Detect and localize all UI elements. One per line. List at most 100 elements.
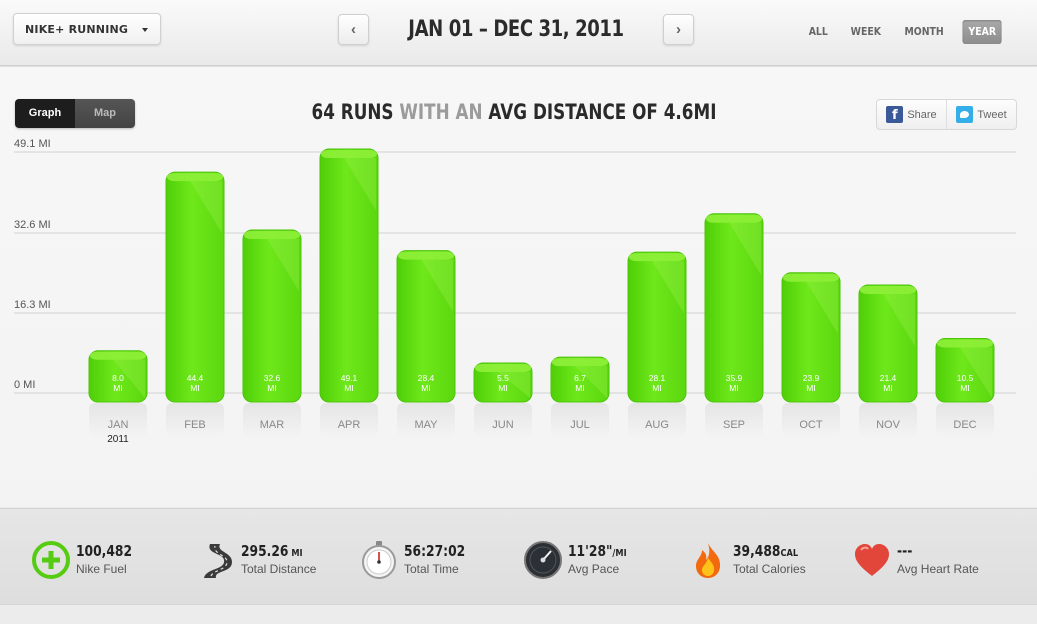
bar-value-label: 21.4 <box>880 373 897 383</box>
bar-aug[interactable] <box>627 251 687 403</box>
flame-icon <box>696 543 721 578</box>
stat-value: 100,482 <box>76 542 133 560</box>
facebook-share-button[interactable]: f Share <box>877 100 946 129</box>
bar-value-label: 35.9 <box>726 373 743 383</box>
stat-label: Total Calories <box>733 562 806 576</box>
bar-unit-label: MI <box>883 383 892 393</box>
bar-cap <box>244 230 300 239</box>
bar-unit-label: MI <box>190 383 199 393</box>
stat-label: Avg Heart Rate <box>897 562 979 576</box>
speedometer-icon <box>524 541 562 579</box>
summary-run-count: 64 RUNS <box>311 100 394 124</box>
facebook-share-label: Share <box>907 108 937 121</box>
stat-label: Avg Pace <box>568 562 620 576</box>
bar-reflection <box>859 403 917 437</box>
bar-value-label: 32.6 <box>264 373 281 383</box>
bar-cap <box>475 364 531 373</box>
bar-unit-label: MI <box>421 383 430 393</box>
bar-jan[interactable] <box>88 350 148 403</box>
bar-cap <box>398 251 454 260</box>
bar-value-label: 5.5 <box>497 373 509 383</box>
bar-reflection <box>628 403 686 437</box>
stat-value: 295.26 MI <box>241 542 303 560</box>
bar-nov[interactable] <box>858 284 918 403</box>
tab-year[interactable]: YEAR <box>962 20 1002 44</box>
chevron-left-icon: ‹ <box>351 21 356 38</box>
stat-label: Total Time <box>404 562 459 576</box>
bar-cap <box>90 351 146 360</box>
x-tick-label: JUL <box>570 419 590 431</box>
y-tick-label: 49.1 MI <box>14 138 51 150</box>
tab-all[interactable]: ALL <box>808 25 828 38</box>
stat-label: Nike Fuel <box>76 562 127 576</box>
graph-view-button[interactable]: Graph <box>15 99 75 128</box>
summary-avg-distance: AVG DISTANCE OF 4.6MI <box>488 100 717 124</box>
bar-unit-label: MI <box>498 383 507 393</box>
x-tick-label: MAR <box>260 419 285 431</box>
bar-apr[interactable] <box>319 148 379 403</box>
twitter-tweet-label: Tweet <box>977 108 1007 121</box>
bar-sep[interactable] <box>704 213 764 403</box>
y-tick-label: 0 MI <box>14 379 35 391</box>
nike-fuel-plus-icon <box>32 541 70 579</box>
next-period-button[interactable]: › <box>663 14 694 45</box>
caret-down-icon <box>142 28 148 32</box>
bar-unit-label: MI <box>344 383 353 393</box>
share-buttons: f Share Tweet <box>876 99 1017 130</box>
twitter-tweet-button[interactable]: Tweet <box>946 100 1016 129</box>
bar-value-label: 8.0 <box>112 373 124 383</box>
period-tabs: ALL WEEK MONTH YEAR <box>800 20 1005 44</box>
bar-reflection <box>397 403 455 437</box>
bar-gloss <box>652 261 684 314</box>
main-panel: Graph Map 64 RUNS WITH AN AVG DISTANCE O… <box>0 67 1037 507</box>
bar-cap <box>167 173 223 182</box>
bar-oct[interactable] <box>781 272 841 403</box>
bar-cap <box>321 150 377 158</box>
app-selector-dropdown[interactable]: NIKE+ RUNNING <box>13 13 161 45</box>
bar-gloss <box>883 293 915 347</box>
bar-value-label: 6.7 <box>574 373 586 383</box>
bar-jun[interactable] <box>473 362 533 403</box>
bar-reflection <box>166 403 224 437</box>
bar-jul[interactable] <box>550 356 610 403</box>
stat-value: --- <box>897 542 913 560</box>
view-toggle: Graph Map <box>15 99 135 128</box>
bar-cap <box>629 253 685 262</box>
map-view-button[interactable]: Map <box>75 99 135 128</box>
previous-period-button[interactable]: ‹ <box>338 14 369 45</box>
bar-unit-label: MI <box>652 383 661 393</box>
bar-value-label: 23.9 <box>803 373 820 383</box>
bar-gloss <box>498 372 530 398</box>
bar-gloss <box>190 181 222 234</box>
date-range-title: JAN 01 – DEC 31, 2011 <box>408 17 624 42</box>
bar-reflection <box>474 403 532 437</box>
tab-week[interactable]: WEEK <box>850 25 881 38</box>
bar-gloss <box>113 359 145 398</box>
year-label: 2011 <box>107 434 129 445</box>
x-tick-label: DEC <box>953 419 976 431</box>
bar-unit-label: MI <box>113 383 122 393</box>
x-tick-label: AUG <box>645 419 669 431</box>
x-tick-label: SEP <box>723 419 745 431</box>
x-tick-label: FEB <box>184 419 205 431</box>
bar-reflection <box>89 403 147 437</box>
bar-value-label: 44.4 <box>187 373 204 383</box>
bar-mar[interactable] <box>242 229 302 403</box>
stopwatch-icon <box>362 541 396 579</box>
header: NIKE+ RUNNING ‹ JAN 01 – DEC 31, 2011 › … <box>0 0 1037 66</box>
bar-gloss <box>960 347 992 398</box>
bar-may[interactable] <box>396 250 456 403</box>
bar-value-label: 10.5 <box>957 373 974 383</box>
bar-gloss <box>575 366 607 398</box>
y-tick-label: 32.6 MI <box>14 219 51 231</box>
runs-summary: 64 RUNS WITH AN AVG DISTANCE OF 4.6MI <box>303 97 725 127</box>
app-selector-label: NIKE+ RUNNING <box>25 23 129 36</box>
bar-feb[interactable] <box>165 171 225 403</box>
bar-cap <box>706 214 762 223</box>
tab-month[interactable]: MONTH <box>904 25 945 38</box>
bar-dec[interactable] <box>935 337 995 403</box>
bar-cap <box>552 358 608 367</box>
bar-reflection <box>243 403 301 437</box>
bar-reflection <box>551 403 609 437</box>
road-icon <box>204 544 232 578</box>
